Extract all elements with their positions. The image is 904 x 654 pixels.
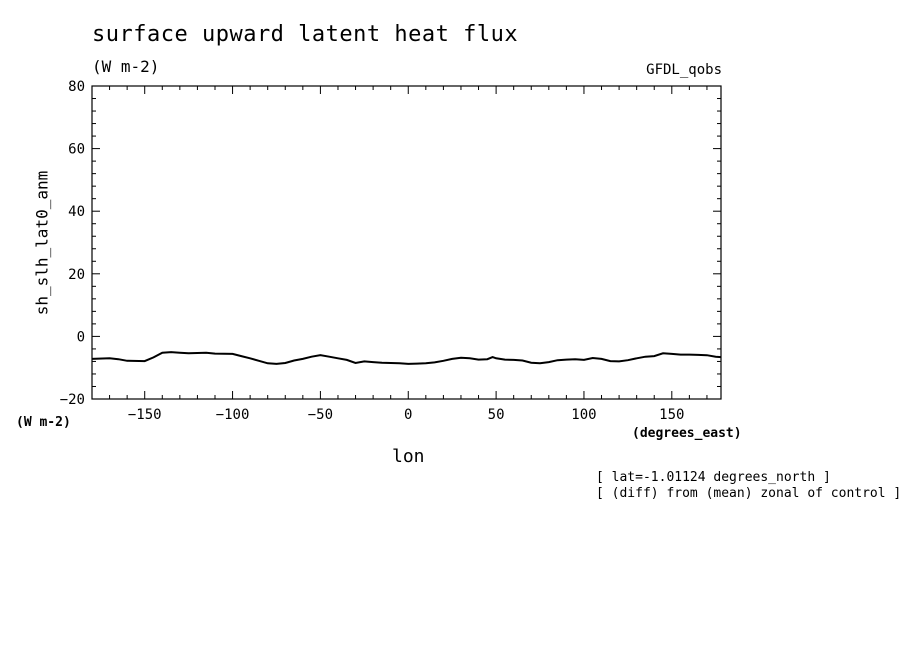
chart-subtitle-units: (W m-2) — [92, 57, 160, 76]
y-tick-label: 0 — [77, 329, 85, 345]
tick-labels: −150 −100 −50 0 50 100 150 −20 0 20 40 60 80 — [60, 79, 685, 423]
plot-frame — [91, 85, 722, 400]
y-tick-label: −20 — [60, 392, 85, 408]
x-axis-units: (degrees_east) — [632, 426, 742, 441]
series-line — [91, 351, 722, 365]
x-tick-label: 100 — [571, 407, 596, 423]
annotation-difference: [ (diff) from (mean) zonal of control ] — [596, 486, 902, 501]
y-tick-label: 80 — [68, 79, 85, 95]
x-tick-label: −50 — [308, 407, 333, 423]
annotation-latitude: [ lat=-1.01124 degrees_north ] — [596, 470, 831, 485]
chart-title: surface upward latent heat flux — [92, 22, 519, 47]
x-tick-label: 0 — [404, 407, 412, 423]
y-tick-label: 40 — [68, 204, 85, 220]
axis-ticks — [92, 85, 721, 400]
y-tick-label: 60 — [68, 142, 85, 158]
y-axis-units: (W m-2) — [16, 415, 71, 430]
x-tick-label: −150 — [128, 407, 162, 423]
x-tick-label: 50 — [488, 407, 505, 423]
x-tick-label: −100 — [216, 407, 250, 423]
x-tick-label: 150 — [659, 407, 684, 423]
x-axis-label: lon — [392, 446, 425, 467]
source-label: GFDL_qobs — [646, 62, 722, 78]
y-tick-label: 20 — [68, 267, 85, 283]
